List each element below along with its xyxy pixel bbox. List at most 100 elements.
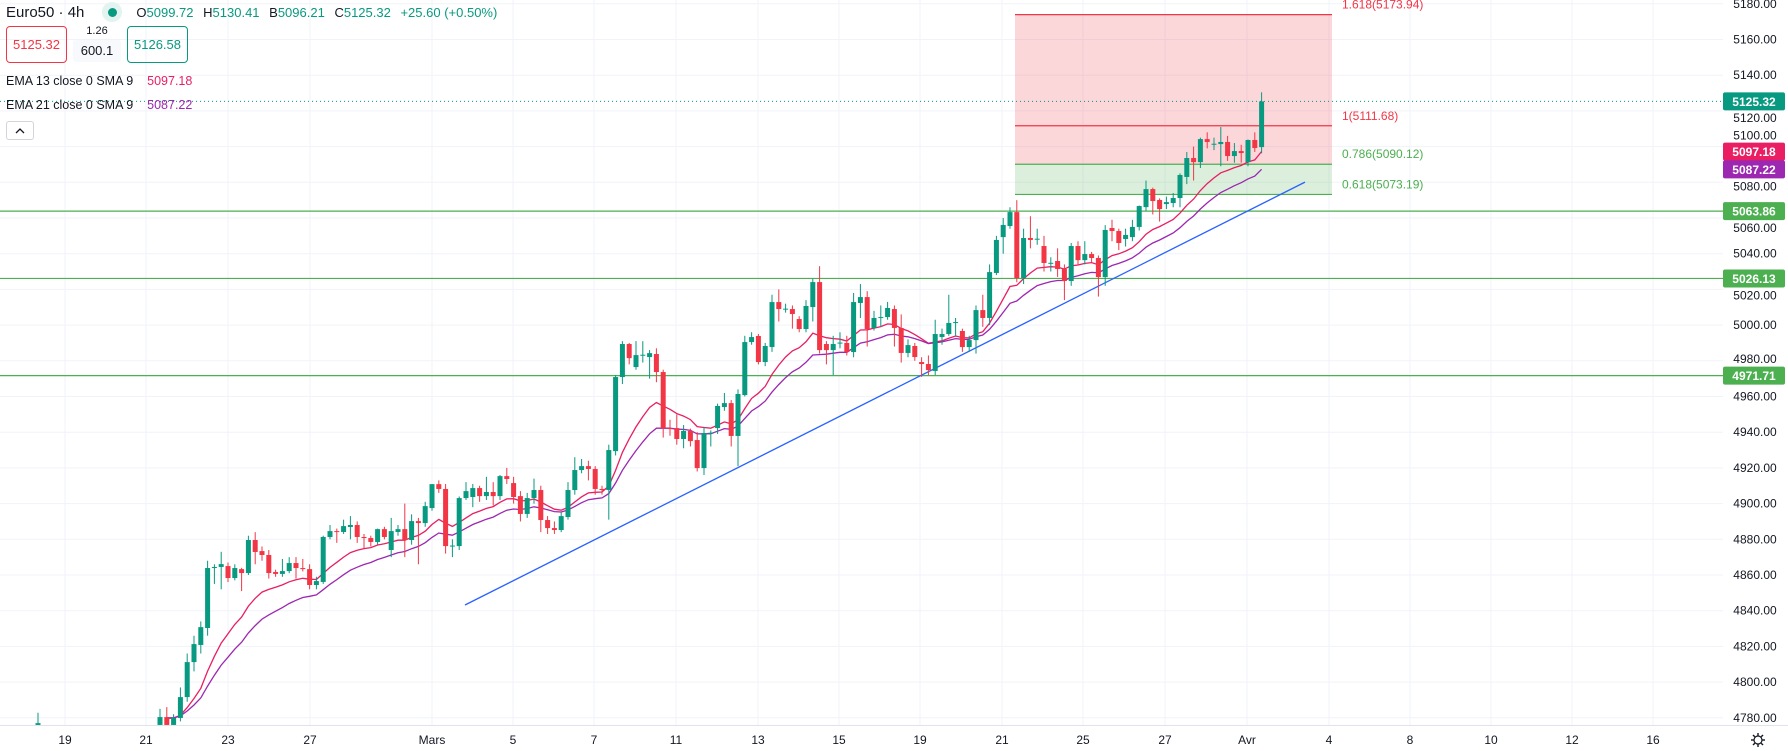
candle-body-up — [409, 521, 415, 541]
trendline-segment[interactable] — [464, 181, 1306, 606]
fibonacci-extension[interactable]: 1.618(5173.94) 1(5111.68) 0.786(5090.12) 0.… — [1015, 0, 1423, 196]
trendline[interactable] — [464, 181, 1306, 606]
candle-body-down — [959, 330, 965, 348]
candle-body-up — [1102, 229, 1108, 278]
candle-body-up — [1231, 151, 1237, 157]
horizontal-levels[interactable] — [0, 100, 1723, 377]
time-tick-label: Mars — [419, 733, 446, 747]
price-tag-label: 5125.32 — [1732, 95, 1776, 109]
candle-body-down — [1027, 237, 1033, 240]
price-tag-bg — [1723, 202, 1785, 221]
collapse-legend-button[interactable] — [6, 121, 34, 140]
spread-value: 1.26 — [86, 25, 108, 37]
candle-body-down — [599, 488, 605, 491]
close-label: C — [334, 4, 344, 20]
symbol-title[interactable]: Euro50 · 4h — [6, 3, 85, 21]
candle-body-down — [259, 551, 265, 556]
candle-body-down — [273, 571, 279, 574]
candle-body-down — [796, 319, 802, 330]
fib-level-label: 0.786(5090.12) — [1342, 147, 1423, 161]
sell-button[interactable]: 5125.32 — [6, 26, 67, 63]
candle-body-down — [653, 354, 659, 373]
candle-body-up — [327, 531, 333, 537]
market-open-dot-icon — [107, 7, 117, 17]
candle-body-down — [490, 491, 496, 497]
price-tick-label: 4920.00 — [1733, 461, 1777, 475]
time-tick-label: 19 — [913, 733, 927, 747]
price-axis[interactable]: 5180.00 5160.00 5140.00 5120.00 5100.00 5080.… — [1733, 0, 1777, 725]
candle-body-down — [402, 529, 408, 541]
candle-body-up — [1143, 189, 1149, 208]
candle-body-up — [524, 498, 530, 514]
candle-body-down — [415, 521, 421, 524]
candle-body-down — [1109, 227, 1115, 232]
candle-body-up — [320, 536, 326, 582]
price-tick-label: 5100.00 — [1733, 129, 1777, 143]
candle-body-up — [769, 302, 775, 348]
candle-body-up — [1021, 237, 1027, 278]
candle-body-up — [966, 340, 972, 348]
candle-body-up — [613, 377, 619, 452]
candle-body-up — [1000, 224, 1006, 238]
time-tick-label: 15 — [832, 733, 846, 747]
candle-body-up — [885, 307, 891, 318]
candle-body-down — [1225, 141, 1231, 157]
price-tag-bg — [1723, 160, 1785, 179]
candle-body-down — [694, 440, 700, 469]
candle-body-up — [1163, 202, 1169, 205]
candle-body-down — [436, 484, 442, 489]
candle-body-up — [619, 344, 625, 378]
indicator-ema13[interactable]: EMA 13 close 0 SMA 9 5097.18 — [6, 69, 497, 93]
time-tick-label: 27 — [303, 733, 317, 747]
candle-body-up — [375, 529, 381, 542]
price-tick-label: 5020.00 — [1733, 288, 1777, 302]
candle-body-down — [1252, 139, 1258, 149]
candle-body-down — [980, 310, 986, 318]
candle-body-down — [504, 476, 510, 479]
candle-body-down — [626, 344, 632, 359]
price-tick-label: 5080.00 — [1733, 179, 1777, 193]
candle-body-down — [239, 569, 245, 574]
price-tag-label: 4971.71 — [1732, 369, 1776, 383]
buy-button[interactable]: 5126.58 — [127, 26, 188, 63]
candle-body-up — [456, 498, 462, 547]
candle-body-down — [361, 536, 367, 539]
price-tick-label: 4960.00 — [1733, 390, 1777, 404]
candle-body-up — [449, 545, 455, 547]
candle-body-down — [300, 568, 306, 570]
candle-body-down — [755, 335, 761, 363]
candle-body-up — [871, 317, 877, 328]
candle-body-up — [463, 491, 469, 499]
time-tick-label: 7 — [591, 733, 598, 747]
indicator-ema21[interactable]: EMA 21 close 0 SMA 9 5087.22 — [6, 93, 497, 117]
price-tag-bg — [1723, 269, 1785, 288]
candle-body-down — [1061, 269, 1067, 282]
quantity-input[interactable]: 600.1 — [73, 40, 121, 62]
candle-body-down — [477, 488, 483, 497]
price-tick-label: 5120.00 — [1733, 111, 1777, 125]
candle-body-up — [157, 717, 163, 725]
fib-level-label: 1(5111.68) — [1342, 109, 1398, 123]
time-tick-label: 8 — [1407, 733, 1414, 747]
settings-gear-icon[interactable] — [1751, 733, 1765, 747]
candle-body-up — [341, 526, 347, 532]
candle-body-up — [735, 394, 741, 436]
candle-body-up — [715, 405, 721, 429]
candle-body-up — [1177, 174, 1183, 199]
candle-body-down — [164, 717, 170, 725]
time-axis[interactable]: 19 21 23 27 Mars 5 7 11 13 15 19 21 25 27 Avr 4 8 10 12 16 — [0, 725, 1788, 748]
market-status-indicator[interactable] — [102, 2, 123, 22]
low-value: 5096.21 — [277, 4, 325, 20]
candle-body-up — [837, 342, 843, 344]
candle-body-up — [939, 334, 945, 338]
candle-body-up — [606, 450, 612, 491]
candle-body-up — [973, 310, 979, 341]
candle-body-up — [1082, 254, 1088, 261]
candle-body-down — [1095, 257, 1101, 278]
time-tick-label: 5 — [510, 733, 517, 747]
gear-icon[interactable] — [1753, 735, 1763, 745]
price-tick-label: 4980.00 — [1733, 352, 1777, 366]
candle-body-down — [293, 563, 299, 569]
price-tick-label: 5140.00 — [1733, 68, 1777, 82]
